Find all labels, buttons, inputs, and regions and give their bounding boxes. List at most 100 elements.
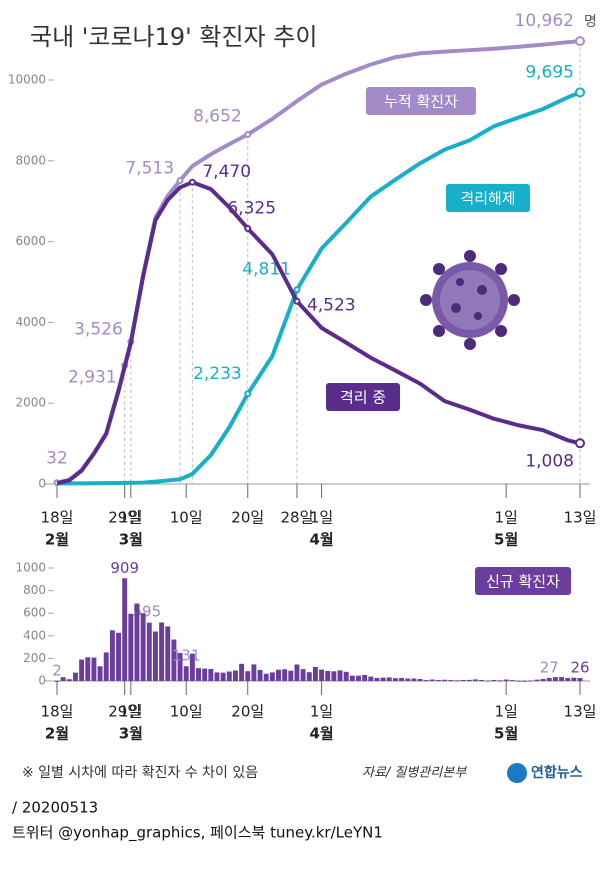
legend-label: 누적 확진자 <box>384 93 458 111</box>
data-label: 6,325 <box>227 198 276 218</box>
series-line <box>56 180 581 486</box>
y-tick-label: 8000 <box>15 153 46 167</box>
data-label: 9,695 <box>525 62 574 82</box>
bar <box>356 675 361 681</box>
month-label: 3월 <box>119 531 143 549</box>
bar <box>546 677 552 681</box>
bar <box>516 680 521 682</box>
x-tick-label: 13일 <box>564 509 597 527</box>
data-label: 7,470 <box>202 162 251 182</box>
data-label: 32 <box>46 449 68 469</box>
x-tick-label: 1일 <box>310 509 333 527</box>
point <box>176 176 184 184</box>
bar <box>349 675 355 681</box>
bar <box>183 666 189 681</box>
bar <box>116 632 121 681</box>
bar <box>522 680 528 682</box>
bar <box>362 675 368 681</box>
bar <box>97 666 103 681</box>
data-label: 2 <box>52 661 62 679</box>
bar <box>159 622 165 681</box>
y-tick-label: 4000 <box>15 315 46 329</box>
x-tick-label: 29일 <box>108 703 141 721</box>
point <box>293 297 301 305</box>
bar <box>392 678 398 681</box>
bar <box>331 671 337 681</box>
data-label: 27 <box>540 658 559 676</box>
x-tick-label: 1일 <box>494 509 517 527</box>
data-label: 2,931 <box>68 368 117 388</box>
date: / 20200513 <box>12 799 98 817</box>
bar <box>565 678 571 681</box>
x-tick-label: 29일 <box>108 509 141 527</box>
bar <box>491 679 497 681</box>
bar <box>208 668 214 681</box>
point <box>575 36 585 47</box>
bar <box>189 653 195 681</box>
x-tick-label: 18일 <box>41 509 74 527</box>
bar <box>343 671 349 681</box>
x-tick-label: 10일 <box>170 509 203 527</box>
point <box>293 286 301 294</box>
bar <box>85 657 91 681</box>
virus-icon <box>420 250 520 350</box>
y-tick-label: 800 <box>23 583 46 597</box>
bar <box>257 669 263 681</box>
source: 자료/ 질병관리본부 <box>362 766 467 781</box>
bar <box>571 677 577 681</box>
bar <box>177 652 183 681</box>
data-label: 3,526 <box>74 320 123 340</box>
bar <box>380 677 386 681</box>
bar <box>479 679 485 681</box>
bar <box>540 678 546 681</box>
bar <box>276 669 281 681</box>
bar <box>442 679 448 681</box>
bar <box>306 672 312 681</box>
bar <box>405 678 411 681</box>
bar <box>528 680 534 682</box>
data-label: 8,652 <box>193 106 242 126</box>
bar <box>429 679 435 681</box>
bar <box>368 676 374 681</box>
y-tick-label: 200 <box>23 651 46 665</box>
point <box>244 390 252 398</box>
month-label: 3월 <box>119 725 143 743</box>
bar <box>282 669 288 681</box>
bar <box>251 664 257 681</box>
bar <box>152 631 158 681</box>
footnote: ※ 일별 시차에 따라 확진자 수 차이 있음 <box>22 765 258 781</box>
bar <box>232 670 238 681</box>
month-label: 2월 <box>45 725 69 743</box>
legend-box <box>446 184 530 212</box>
bar <box>399 677 405 681</box>
y-tick-label: 400 <box>23 628 46 642</box>
bar <box>417 678 423 681</box>
x-tick-label: 1일 <box>119 509 142 527</box>
legend-label: 격리해제 <box>460 190 515 208</box>
y-tick-label: 6000 <box>15 234 46 248</box>
bar <box>91 657 97 681</box>
bar <box>552 677 558 681</box>
bar <box>325 670 331 681</box>
bar <box>269 672 275 681</box>
bar <box>503 679 509 681</box>
bar <box>196 668 201 681</box>
chart-title: 국내 '코로나19' 확진자 추이 <box>30 23 317 51</box>
data-label: 26 <box>570 659 589 677</box>
bar <box>79 659 85 681</box>
bar <box>245 671 251 681</box>
brand: 연합뉴스 <box>531 764 583 781</box>
bar <box>448 680 454 682</box>
bar <box>436 679 441 681</box>
bar <box>202 668 208 681</box>
bar <box>312 666 318 681</box>
bar <box>72 672 78 681</box>
x-tick-label: 13일 <box>564 703 597 721</box>
bar <box>300 669 306 681</box>
bar <box>165 626 171 681</box>
bar <box>509 680 515 682</box>
bar <box>109 630 115 681</box>
bar <box>226 671 232 681</box>
